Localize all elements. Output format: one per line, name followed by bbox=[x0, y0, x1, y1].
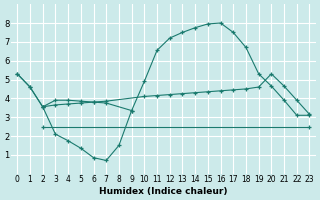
X-axis label: Humidex (Indice chaleur): Humidex (Indice chaleur) bbox=[99, 187, 228, 196]
